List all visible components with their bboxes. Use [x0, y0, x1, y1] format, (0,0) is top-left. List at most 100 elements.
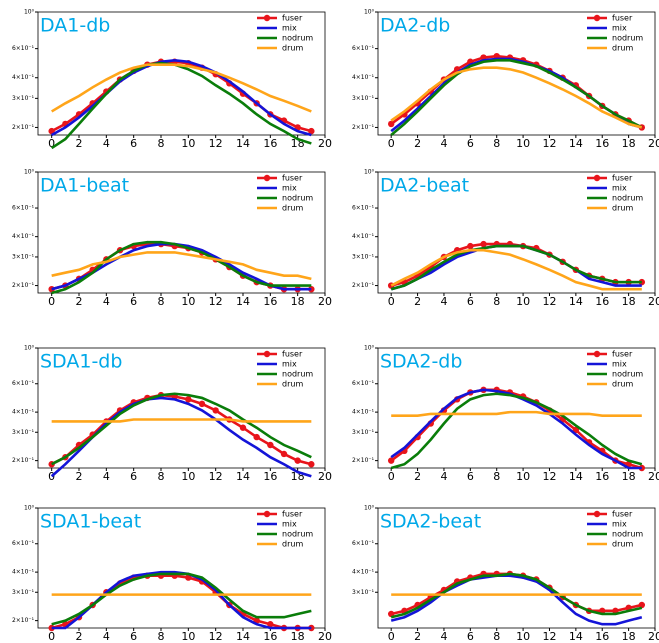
y-tick-label: 6×10⁻¹ — [12, 380, 35, 387]
x-tick-label: 4 — [440, 630, 447, 643]
x-tick-label: 20 — [648, 295, 659, 308]
legend-label: nodrum — [282, 370, 313, 379]
x-tick-label: 4 — [440, 295, 447, 308]
y-tick-label: 3×10⁻¹ — [352, 589, 375, 596]
series-marker — [308, 461, 315, 468]
x-tick-label: 10 — [181, 630, 195, 643]
legend-label: fuser — [612, 174, 633, 183]
x-tick-label: 6 — [467, 470, 474, 483]
series-line — [51, 242, 312, 291]
series-marker — [387, 457, 395, 464]
x-tick-label: 2 — [76, 137, 83, 150]
plot-frame — [37, 507, 326, 629]
legend-label: fuser — [282, 350, 303, 359]
y-tick-label: 10⁰ — [24, 169, 35, 176]
x-tick-label: 4 — [440, 470, 447, 483]
x-tick-label: 20 — [648, 137, 659, 150]
y-tick-label: 2×10⁻¹ — [352, 124, 375, 131]
legend-label: drum — [612, 204, 633, 213]
x-tick-label: 10 — [516, 470, 530, 483]
chart-title: SDA1-beat — [40, 511, 141, 533]
x-tick-label: 14 — [236, 470, 250, 483]
x-tick-label: 2 — [414, 137, 421, 150]
legend-label: fuser — [612, 510, 633, 519]
y-tick-label: 6×10⁻¹ — [352, 205, 375, 212]
legend-label: mix — [612, 520, 627, 529]
chart-title: DA1-db — [40, 15, 110, 37]
x-tick-label: 10 — [181, 470, 195, 483]
legend-label: mix — [612, 184, 627, 193]
y-tick-label: 4×10⁻¹ — [352, 233, 375, 240]
x-tick-label: 16 — [595, 137, 609, 150]
x-tick-label: 14 — [569, 630, 583, 643]
x-tick-label: 14 — [236, 295, 250, 308]
series-line — [51, 63, 312, 113]
y-tick-label: 2×10⁻¹ — [12, 282, 35, 289]
x-tick-label: 8 — [493, 295, 500, 308]
y-tick-label: 6×10⁻¹ — [352, 540, 375, 547]
x-tick-label: 12 — [542, 630, 556, 643]
series-line — [51, 393, 312, 466]
y-tick-label: 3×10⁻¹ — [12, 589, 35, 596]
x-tick-label: 0 — [388, 295, 395, 308]
y-tick-label: 4×10⁻¹ — [352, 569, 375, 576]
legend-label: nodrum — [612, 194, 643, 203]
series-marker — [267, 621, 274, 628]
x-tick-label: 0 — [48, 137, 55, 150]
legend-label: nodrum — [282, 530, 313, 539]
series-marker — [480, 240, 487, 248]
series-marker — [253, 433, 260, 441]
series-marker — [185, 574, 192, 581]
series-marker — [387, 120, 395, 128]
x-tick-label: 6 — [467, 630, 474, 643]
plot-frame — [37, 11, 326, 136]
legend-marker — [263, 510, 271, 518]
x-tick-label: 16 — [595, 630, 609, 643]
x-tick-label: 4 — [103, 470, 110, 483]
x-tick-label: 4 — [103, 630, 110, 643]
x-tick-label: 18 — [291, 630, 305, 643]
series-line — [390, 574, 643, 626]
y-tick-label: 4×10⁻¹ — [352, 409, 375, 416]
x-tick-label: 6 — [130, 470, 137, 483]
legend-marker — [593, 14, 601, 22]
series-line — [390, 388, 642, 470]
legend-label: mix — [612, 24, 627, 33]
series-line — [51, 392, 312, 466]
series-line — [51, 251, 312, 281]
series-marker — [198, 400, 206, 408]
series-marker — [467, 242, 474, 250]
series-marker — [239, 424, 247, 431]
plot-frame — [377, 11, 656, 136]
x-tick-label: 16 — [263, 630, 277, 643]
y-tick-label: 6×10⁻¹ — [12, 205, 35, 212]
series-line — [390, 66, 643, 129]
series-line — [391, 410, 642, 418]
x-tick-label: 2 — [76, 630, 83, 643]
legend-marker — [263, 14, 271, 22]
y-tick-label: 4×10⁻¹ — [12, 233, 35, 240]
x-tick-label: 4 — [440, 137, 447, 150]
x-tick-label: 18 — [622, 137, 636, 150]
series-line — [390, 572, 643, 619]
legend-label: drum — [282, 44, 303, 53]
series-line — [51, 572, 312, 626]
legend-label: nodrum — [282, 194, 313, 203]
x-tick-label: 4 — [103, 137, 110, 150]
plot-frame — [377, 347, 656, 469]
plot-frame — [37, 347, 326, 469]
legend-label: fuser — [612, 14, 633, 23]
legend-label: drum — [612, 380, 633, 389]
y-tick-label: 3×10⁻¹ — [352, 95, 375, 102]
x-tick-label: 12 — [542, 470, 556, 483]
x-tick-label: 10 — [516, 295, 530, 308]
y-tick-label: 4×10⁻¹ — [352, 74, 375, 81]
x-tick-label: 12 — [209, 295, 223, 308]
y-tick-label: 10⁰ — [364, 505, 375, 512]
x-tick-label: 16 — [595, 295, 609, 308]
y-tick-label: 3×10⁻¹ — [352, 253, 375, 260]
series-marker — [294, 457, 301, 464]
x-tick-label: 10 — [516, 630, 530, 643]
x-tick-label: 10 — [181, 295, 195, 308]
